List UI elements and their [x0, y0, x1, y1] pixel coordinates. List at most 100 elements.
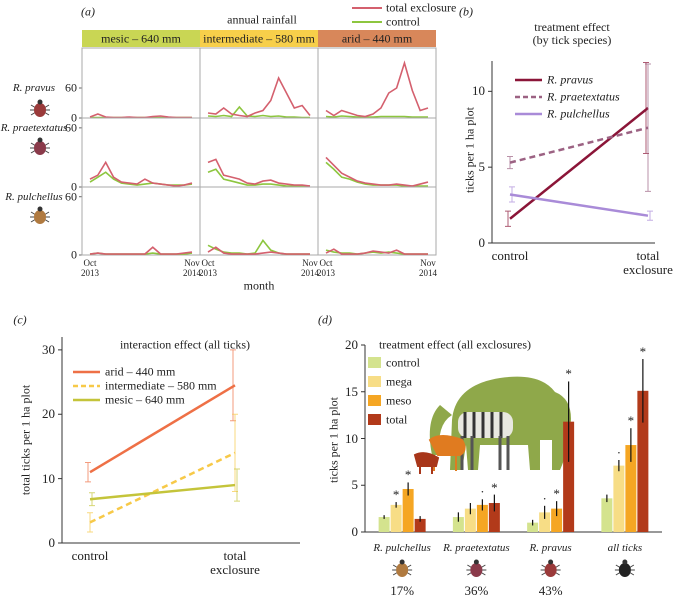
- tick-icon: [37, 137, 43, 143]
- panel-frame: [81, 186, 201, 256]
- y-tick-label: 60: [65, 120, 77, 135]
- panel-label: (b): [459, 4, 473, 19]
- y-tick-label: 60: [65, 189, 77, 204]
- legend-swatch: [368, 357, 381, 368]
- bar: [637, 390, 649, 532]
- tick-icon: [30, 211, 50, 223]
- y-tick-label: 5: [478, 159, 486, 175]
- column-header: [200, 30, 318, 47]
- panel-frame: [199, 117, 319, 188]
- x-tick-label: Oct 2013: [199, 258, 217, 278]
- series-line: [89, 113, 192, 119]
- column-label: intermediate – 580 mm: [203, 31, 315, 46]
- legend-label: meso: [386, 393, 412, 408]
- panel-frame: [199, 186, 319, 256]
- panel-frame: [317, 186, 437, 256]
- tick-icon: [34, 103, 46, 117]
- panel-frame: [81, 47, 201, 119]
- y-tick-label: 30: [42, 341, 55, 357]
- series-line: [207, 246, 310, 255]
- tick-icon: [540, 564, 561, 576]
- bar: [563, 421, 575, 532]
- legend-label: arid – 440 mm: [105, 364, 176, 379]
- x-tick-label: control: [71, 548, 109, 563]
- tick-icon: [392, 564, 413, 576]
- series-line: [89, 171, 193, 186]
- y-tick-label: 20: [42, 406, 55, 422]
- series-line: [325, 161, 428, 187]
- x-tick-label: all ticks: [607, 541, 643, 554]
- legend-label: total: [386, 412, 408, 427]
- row-label: R. pravus: [12, 81, 56, 94]
- error-bar: [505, 210, 511, 227]
- series-line: [325, 115, 428, 118]
- column-label: arid – 440 mm: [341, 31, 413, 46]
- series-line: [509, 193, 649, 217]
- series-line: [325, 248, 428, 255]
- row-label: R. praetextatus: [0, 121, 68, 134]
- tick-icon: [470, 563, 483, 577]
- tick-icon: [618, 563, 631, 577]
- y-tick-label: 0: [48, 534, 56, 550]
- panel-label: (a): [81, 4, 95, 19]
- error-bar: [645, 63, 651, 192]
- tick-icon: [37, 206, 43, 212]
- animals: [413, 376, 571, 474]
- panel-label: (d): [318, 312, 332, 327]
- y-axis-label: total ticks per 1 ha plot: [18, 384, 33, 496]
- panel-frame: [199, 47, 319, 119]
- tick-icon: [34, 141, 46, 155]
- column-header: [318, 30, 436, 47]
- error-bar: [647, 210, 653, 221]
- category-note: 36%: [464, 582, 489, 598]
- series-line: [207, 105, 310, 119]
- significance-mark: *: [491, 479, 498, 495]
- error-bar: [234, 468, 240, 502]
- y-tick-label: 0: [351, 523, 359, 539]
- tick-icon: [614, 564, 635, 576]
- y-tick-label: 15: [345, 383, 358, 399]
- legend-label: R. praetextatus: [547, 89, 620, 104]
- significance-mark: ·: [542, 490, 547, 506]
- tick-icon: [30, 104, 50, 116]
- tick-icon: [37, 99, 43, 105]
- tick-icon: [466, 564, 487, 576]
- tick-icon: [399, 559, 405, 565]
- bar: [613, 465, 625, 532]
- series-line: [89, 483, 236, 501]
- significance-mark: *: [627, 413, 635, 429]
- y-tick-label: 0: [71, 110, 77, 125]
- column-label: mesic – 640 mm: [101, 31, 181, 46]
- panel-title: treatment effect (all exclosures): [378, 337, 532, 352]
- bar: [476, 504, 488, 532]
- x-tick-label: R. praetextatus: [443, 541, 510, 554]
- bar: [625, 445, 637, 532]
- category-note: 17%: [390, 582, 415, 598]
- series-line: [89, 384, 236, 474]
- y-tick-label: 10: [472, 83, 485, 99]
- x-tick-label: Nov 2014: [301, 258, 319, 278]
- row-label: R. pulchellus: [5, 190, 63, 203]
- series-line: [509, 126, 649, 164]
- significance-mark: *: [565, 366, 572, 382]
- legend-swatch: [368, 395, 381, 406]
- panel-title: annual rainfall: [227, 12, 297, 27]
- series-line: [325, 156, 429, 187]
- series-line: [207, 75, 311, 118]
- series-line: [325, 60, 429, 118]
- legend-label: mega: [386, 374, 412, 389]
- error-bar: [85, 462, 91, 483]
- tick-icon: [396, 563, 409, 577]
- legend-label: R. pravus: [547, 72, 593, 87]
- significance-mark: *: [392, 486, 400, 502]
- tick-icon: [34, 210, 46, 224]
- significance-mark: *: [639, 343, 647, 359]
- legend-label: R. pulchellus: [547, 106, 610, 121]
- bar: [402, 488, 414, 532]
- legend-label: total exclosure: [386, 0, 457, 15]
- panel-title: interaction effect (all ticks): [119, 337, 251, 352]
- y-tick-label: 10: [42, 470, 55, 486]
- bar: [551, 508, 563, 532]
- bar: [378, 517, 390, 532]
